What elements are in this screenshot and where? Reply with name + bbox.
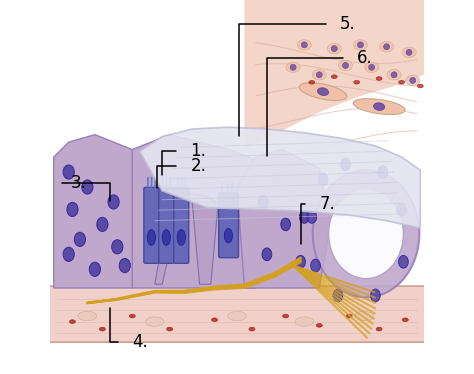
Ellipse shape: [410, 77, 416, 83]
Ellipse shape: [346, 314, 352, 318]
Ellipse shape: [406, 75, 420, 86]
FancyBboxPatch shape: [174, 187, 189, 263]
Ellipse shape: [307, 211, 317, 223]
Ellipse shape: [297, 40, 311, 50]
Ellipse shape: [281, 218, 291, 231]
Ellipse shape: [338, 60, 353, 71]
Ellipse shape: [406, 49, 412, 55]
Ellipse shape: [112, 240, 123, 254]
Ellipse shape: [70, 320, 75, 324]
Ellipse shape: [258, 196, 268, 208]
Ellipse shape: [299, 83, 347, 101]
Ellipse shape: [353, 99, 405, 114]
Ellipse shape: [100, 327, 105, 331]
Ellipse shape: [295, 317, 314, 326]
FancyBboxPatch shape: [159, 187, 174, 263]
Ellipse shape: [286, 62, 300, 73]
FancyBboxPatch shape: [48, 286, 426, 342]
Ellipse shape: [402, 47, 416, 58]
Polygon shape: [237, 150, 330, 288]
Ellipse shape: [383, 44, 390, 50]
Ellipse shape: [378, 166, 388, 178]
Ellipse shape: [316, 324, 322, 327]
Ellipse shape: [228, 311, 246, 321]
Ellipse shape: [417, 84, 423, 88]
Ellipse shape: [312, 70, 327, 80]
Ellipse shape: [397, 203, 406, 216]
Ellipse shape: [318, 88, 328, 95]
Ellipse shape: [82, 180, 93, 194]
Text: 6.: 6.: [356, 49, 373, 67]
FancyBboxPatch shape: [219, 193, 238, 258]
Ellipse shape: [167, 327, 173, 331]
Text: 1.: 1.: [190, 142, 206, 160]
Text: 7.: 7.: [319, 195, 335, 213]
Ellipse shape: [333, 289, 343, 302]
Ellipse shape: [283, 314, 289, 318]
Ellipse shape: [249, 327, 255, 331]
Ellipse shape: [177, 230, 185, 245]
Ellipse shape: [399, 255, 408, 268]
Ellipse shape: [300, 211, 309, 223]
Ellipse shape: [162, 230, 171, 245]
Ellipse shape: [341, 158, 350, 171]
Ellipse shape: [399, 80, 404, 84]
Ellipse shape: [380, 42, 394, 52]
Ellipse shape: [63, 247, 74, 261]
Polygon shape: [245, 0, 424, 150]
Ellipse shape: [74, 232, 85, 246]
Polygon shape: [132, 135, 274, 288]
Ellipse shape: [354, 80, 360, 84]
Ellipse shape: [146, 317, 164, 326]
Ellipse shape: [376, 77, 382, 80]
Ellipse shape: [89, 262, 100, 276]
Polygon shape: [140, 127, 420, 228]
Ellipse shape: [147, 230, 155, 245]
Polygon shape: [192, 202, 219, 284]
Ellipse shape: [343, 62, 348, 68]
Ellipse shape: [129, 314, 135, 318]
Ellipse shape: [310, 259, 320, 272]
Ellipse shape: [327, 43, 341, 54]
Ellipse shape: [391, 72, 397, 78]
Ellipse shape: [119, 258, 130, 273]
Ellipse shape: [331, 46, 337, 52]
Ellipse shape: [262, 248, 272, 261]
Ellipse shape: [402, 318, 408, 322]
Ellipse shape: [387, 70, 401, 80]
Ellipse shape: [376, 327, 382, 331]
FancyBboxPatch shape: [144, 187, 159, 263]
Text: 5.: 5.: [340, 15, 356, 33]
Ellipse shape: [97, 217, 108, 232]
Ellipse shape: [355, 311, 374, 321]
Ellipse shape: [67, 202, 78, 217]
Ellipse shape: [369, 64, 374, 70]
Ellipse shape: [224, 229, 233, 243]
Ellipse shape: [318, 173, 328, 186]
Polygon shape: [155, 202, 181, 284]
Ellipse shape: [63, 165, 74, 179]
Ellipse shape: [290, 64, 296, 70]
Ellipse shape: [353, 40, 367, 50]
Text: 4.: 4.: [132, 333, 148, 351]
Ellipse shape: [316, 72, 322, 78]
Ellipse shape: [331, 75, 337, 79]
Ellipse shape: [313, 170, 419, 297]
Ellipse shape: [365, 62, 379, 73]
Ellipse shape: [108, 195, 119, 209]
Text: 2.: 2.: [190, 157, 206, 175]
Ellipse shape: [296, 255, 305, 268]
Ellipse shape: [78, 311, 97, 321]
Text: 3.: 3.: [71, 174, 86, 192]
Ellipse shape: [211, 318, 218, 322]
Polygon shape: [54, 135, 144, 288]
Ellipse shape: [301, 42, 307, 48]
Ellipse shape: [309, 80, 315, 84]
Ellipse shape: [357, 42, 364, 48]
Ellipse shape: [328, 189, 403, 279]
Ellipse shape: [371, 289, 380, 302]
Ellipse shape: [374, 103, 385, 110]
